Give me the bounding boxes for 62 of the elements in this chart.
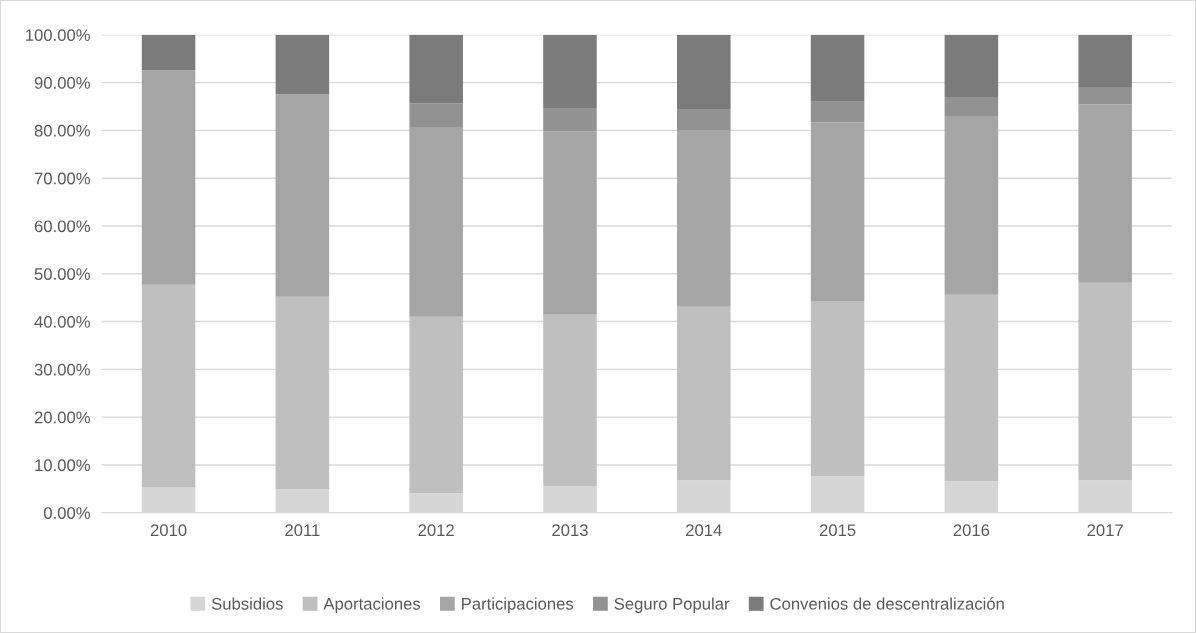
y-tick-label: 30.00%	[34, 363, 90, 376]
bar	[141, 487, 196, 513]
bar	[1078, 282, 1132, 481]
bar	[677, 108, 731, 130]
y-tick-label: 80.00%	[34, 124, 90, 137]
x-tick-label: 2014	[686, 524, 722, 537]
bar	[677, 34, 731, 109]
bar	[275, 296, 330, 490]
x-tick-label: 2013	[552, 524, 588, 537]
bar	[275, 94, 330, 297]
y-tick-label: 10.00%	[35, 459, 90, 472]
bar	[810, 301, 865, 476]
bar	[409, 103, 463, 128]
y-tick-label: 60.00%	[34, 220, 90, 233]
x-tick-label: 2016	[953, 524, 990, 537]
bar	[409, 493, 463, 513]
bar	[944, 96, 999, 117]
bar	[1078, 480, 1132, 513]
bar	[1078, 104, 1132, 283]
bar	[543, 485, 597, 513]
y-tick-label: 70.00%	[34, 172, 90, 185]
y-tick-label: 50.00%	[34, 268, 90, 280]
bar	[677, 306, 731, 481]
bar	[141, 284, 196, 488]
bar	[275, 34, 330, 95]
bar	[409, 34, 463, 104]
bar	[1078, 86, 1132, 105]
bar	[275, 489, 330, 513]
y-tick-label: 90.00%	[34, 77, 90, 89]
y-tick-label: 100.00%	[26, 29, 90, 42]
bar	[810, 101, 865, 123]
bar	[944, 34, 999, 97]
bar	[810, 475, 865, 513]
bar	[543, 34, 597, 108]
bar	[543, 131, 597, 314]
bar	[409, 316, 463, 494]
x-tick-label: 2012	[418, 524, 454, 537]
bar	[543, 107, 597, 132]
bar	[944, 116, 999, 295]
bar	[1078, 34, 1132, 87]
bar	[141, 34, 196, 71]
bar	[810, 34, 865, 102]
legend-label: Subsidios	[211, 597, 283, 610]
bar	[944, 481, 999, 513]
x-tick-label: 2011	[285, 524, 320, 537]
bar	[944, 294, 999, 482]
bar	[677, 480, 731, 513]
x-tick-label: 2010	[150, 524, 187, 537]
bar	[677, 129, 731, 307]
bar	[141, 70, 196, 285]
y-tick-label: 40.00%	[34, 315, 90, 328]
bar	[543, 313, 597, 486]
bar	[810, 122, 865, 302]
bar	[409, 127, 463, 317]
legend-label: Convenios de descentralización	[770, 597, 1004, 610]
y-tick-label: 20.00%	[34, 411, 90, 424]
legend-label: Aportaciones	[323, 597, 421, 613]
x-tick-label: 2017	[1087, 524, 1123, 537]
legend-label: Seguro Popular	[614, 597, 730, 613]
x-tick-label: 2015	[819, 524, 856, 537]
y-tick-label: 0.00%	[43, 507, 90, 519]
legend-label: Participaciones	[462, 597, 574, 613]
